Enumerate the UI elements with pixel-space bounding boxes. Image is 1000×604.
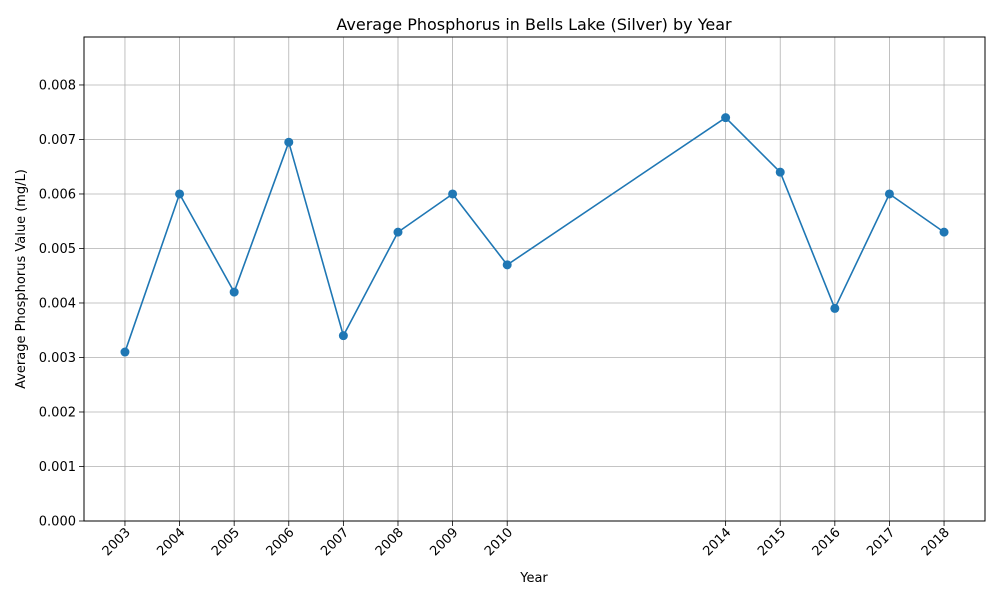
x-tick-label: 2015 (755, 525, 789, 559)
x-tick-label: 2014 (700, 525, 734, 559)
data-point (830, 303, 840, 313)
grid (84, 37, 985, 522)
y-tick-label: 0.002 (39, 405, 76, 420)
y-tick-label: 0.006 (39, 187, 76, 202)
plot-frame (83, 36, 986, 522)
x-tick-label: 2016 (810, 525, 844, 559)
x-tick-label: 2010 (482, 525, 516, 559)
data-point (502, 260, 512, 270)
x-tick-label: 2006 (264, 525, 298, 559)
x-tick-label: 2017 (864, 525, 898, 559)
data-point (721, 113, 731, 123)
y-tick-label: 0.000 (39, 515, 76, 530)
data-point (338, 331, 348, 341)
y-tick-label: 0.001 (39, 460, 76, 475)
series-layer (120, 113, 949, 357)
y-axis-label: Average Phosphorus Value (mg/L) (14, 169, 29, 389)
data-point (448, 189, 458, 199)
data-point (284, 137, 294, 147)
x-tick-label: 2009 (427, 525, 461, 559)
x-tick-label: 2008 (373, 525, 407, 559)
x-tick-label: 2007 (318, 525, 352, 559)
data-point (229, 287, 239, 297)
y-axis-ticks: 0.000 0.001 0.002 0.003 0.004 0.005 0.006 0.007… (39, 78, 84, 530)
data-point (393, 227, 403, 237)
x-axis-label: Year (519, 571, 548, 586)
data-point (775, 167, 785, 177)
y-tick-label: 0.005 (39, 242, 76, 257)
y-tick-label: 0.007 (39, 133, 76, 148)
x-tick-label: 2018 (919, 525, 953, 559)
y-tick-label: 0.008 (39, 78, 76, 93)
x-axis-ticks: 2003 2004 2005 2006 2007 2008 2009 2010 2014 2015… (100, 521, 953, 559)
x-tick-label: 2005 (209, 525, 243, 559)
chart-title: Average Phosphorus in Bells Lake (Silver… (336, 15, 732, 34)
data-point (939, 227, 949, 237)
data-point (120, 347, 130, 357)
y-tick-label: 0.004 (39, 296, 76, 311)
x-tick-label: 2003 (100, 525, 134, 559)
y-tick-label: 0.003 (39, 351, 76, 366)
data-point (884, 189, 894, 199)
x-tick-label: 2004 (154, 525, 188, 559)
data-point (175, 189, 185, 199)
series-line (124, 116, 945, 353)
